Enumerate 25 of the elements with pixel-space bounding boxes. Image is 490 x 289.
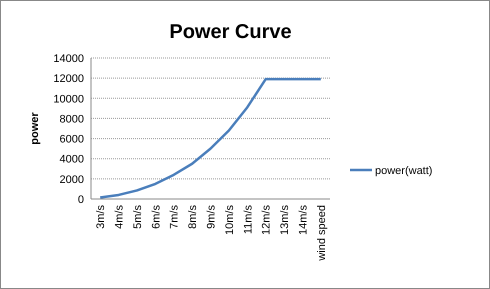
x-tick-label: 4m/s <box>114 204 126 229</box>
y-tick-label: 6000 <box>60 134 84 146</box>
y-tick-label: 0 <box>78 194 84 206</box>
x-tick-label: 11m/s <box>242 204 254 234</box>
y-tick-label: 4000 <box>60 154 84 166</box>
x-tick-label: 7m/s <box>168 204 181 229</box>
legend-label: power(watt) <box>375 165 432 177</box>
x-tick-label: 9m/s <box>206 204 218 229</box>
y-tick-label: 2000 <box>60 174 84 186</box>
y-tick-label: 10000 <box>53 93 84 106</box>
x-tick-label: 5m/s <box>132 204 144 229</box>
y-tick-label: 8000 <box>60 113 84 126</box>
x-tick-label: 3m/s <box>95 204 108 229</box>
x-tick-label: 8m/s <box>187 204 200 229</box>
x-tick-label: 6m/s <box>150 204 162 229</box>
chart-title: Power Curve <box>169 21 292 43</box>
x-tick-label: 12m/s <box>260 204 273 235</box>
x-tick-label: 10m/s <box>224 204 236 235</box>
y-tick-label: 14000 <box>53 53 84 65</box>
x-tick-label: wind speed <box>316 205 328 262</box>
y-axis-title: power <box>29 112 41 145</box>
x-tick-label: 13m/s <box>279 204 292 235</box>
line-series <box>98 78 322 199</box>
x-tick-label: 14m/s <box>297 204 310 235</box>
y-tick-label: 12000 <box>53 73 84 86</box>
